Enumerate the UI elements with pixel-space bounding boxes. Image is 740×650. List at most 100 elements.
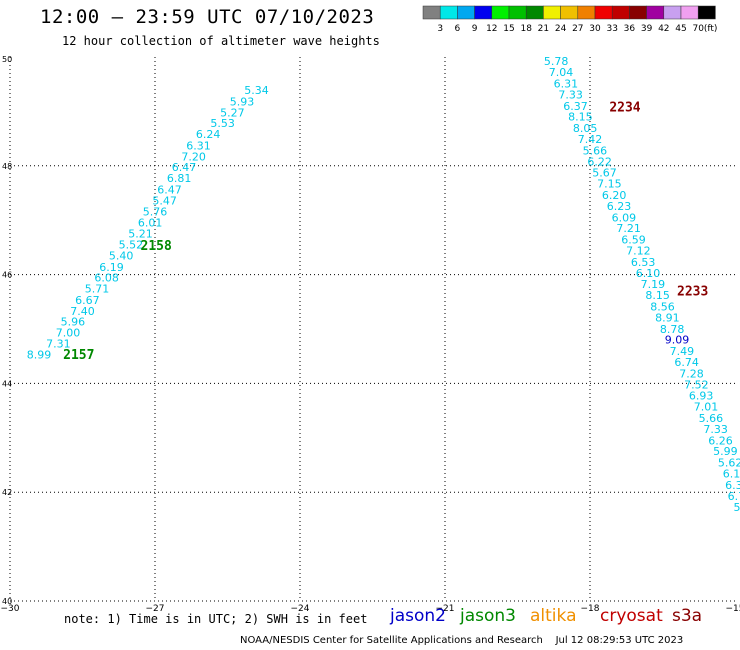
- y-tick-label: 40: [2, 597, 12, 606]
- colorbar-swatch: [422, 5, 441, 20]
- wave-height-value: 8.15: [568, 111, 593, 124]
- colorbar-swatch: [560, 5, 579, 20]
- colorbar-swatch: [543, 5, 561, 20]
- wave-height-value: 6.10: [636, 267, 661, 280]
- y-tick-label: 48: [2, 162, 12, 171]
- wave-height-value: 7.15: [597, 178, 622, 191]
- wave-height-value: 6.47: [157, 184, 182, 197]
- colorbar-swatch: [697, 5, 716, 20]
- colorbar-label: 12: [486, 24, 497, 34]
- wave-height-value: 5.96: [61, 316, 86, 329]
- colorbar-label: 33: [606, 24, 617, 34]
- wave-height-value: 5.21: [128, 228, 153, 241]
- wave-height-value: 5.52: [119, 238, 144, 251]
- wave-height-value: 7.33: [558, 88, 583, 101]
- colorbar-label: 18: [520, 24, 532, 34]
- colorbar-label: 36: [624, 24, 636, 34]
- wave-height-value: 6.01: [138, 217, 163, 230]
- wave-height-value: 6.19: [99, 261, 124, 274]
- chart-grid: [9, 57, 735, 602]
- x-tick-label: −30: [1, 604, 20, 614]
- wave-height-value: 6.23: [607, 200, 632, 213]
- colorbar-swatch: [629, 5, 647, 20]
- wave-height-value: 6.26: [708, 434, 733, 447]
- colorbar-unit: (ft): [704, 24, 718, 34]
- colorbar-swatch: [474, 5, 493, 20]
- y-tick-label: 50: [2, 55, 12, 64]
- footer-credit: NOAA/NESDIS Center for Satellite Applica…: [240, 635, 684, 646]
- y-tick-label: 44: [2, 379, 12, 388]
- wave-height-value: 6.22: [587, 155, 612, 168]
- wave-height-value: 5.53: [210, 117, 235, 130]
- wave-height-value: 6.18: [723, 468, 740, 481]
- colorbar-swatch: [646, 5, 665, 20]
- wave-height-value: 5.40: [109, 249, 134, 262]
- pass-time-label: 2158: [141, 239, 172, 254]
- pass-time-label: 2233: [677, 284, 708, 299]
- wave-height-value: 7.33: [703, 423, 728, 436]
- satellite-name-altika: altika: [530, 606, 577, 626]
- wave-height-value: 8.99: [27, 348, 52, 361]
- wave-height-value: 6.08: [94, 272, 119, 285]
- wave-height-value: 5.27: [220, 106, 245, 119]
- colorbar-swatch: [663, 5, 682, 20]
- note-text: note: 1) Time is in UTC; 2) SWH is in fe…: [64, 612, 368, 626]
- pass-time-label: 2157: [63, 348, 94, 363]
- satellite-name-s3a: s3a: [672, 606, 703, 626]
- wave-height-value: 6.81: [167, 172, 192, 185]
- colorbar-label: 6: [455, 24, 461, 34]
- wave-height-value: 7.19: [641, 278, 666, 291]
- colorbar-label: 30: [589, 24, 601, 34]
- wave-height-value: 7.28: [679, 367, 704, 380]
- wave-height-value: 8.56: [650, 301, 675, 314]
- wave-height-value: 5.62: [718, 457, 740, 470]
- colorbar-swatch: [680, 5, 699, 20]
- wave-height-value: 6.37: [563, 100, 588, 113]
- wave-height-value: 7.49: [670, 345, 695, 358]
- wave-height-value: 6.31: [554, 77, 579, 90]
- colorbar-label: 27: [572, 24, 583, 34]
- colorbar-label: 3: [437, 24, 443, 34]
- colorbar-swatch: [508, 5, 527, 20]
- data-points: 8.997.317.005.967.406.675.716.086.195.40…: [27, 55, 740, 525]
- colorbar-swatch: [491, 5, 510, 20]
- colorbar-swatch: [457, 5, 475, 20]
- x-tick-label: −24: [291, 604, 310, 614]
- colorbar-label: 45: [675, 24, 686, 34]
- x-tick-label: −15: [726, 604, 740, 614]
- wave-height-value: 6.24: [196, 128, 221, 141]
- wave-height-value: 6.71: [728, 490, 740, 503]
- time-labels: 21572158223422332: [63, 100, 708, 363]
- wave-height-value: 5.99: [713, 445, 738, 458]
- wave-height-value: 6.59: [621, 234, 646, 247]
- wave-height-value: 6.93: [689, 390, 714, 403]
- x-tick-label: −21: [436, 604, 455, 614]
- color-scale-bar: 3 6 9 12 15 18 21 24 27 30 33 36 39 42 45 70 (ft): [422, 5, 718, 34]
- colorbar-swatch: [577, 5, 596, 20]
- wave-height-value: 8.05: [573, 122, 598, 135]
- wave-height-value: 6.53: [631, 256, 656, 269]
- colorbar-label: 24: [555, 24, 567, 34]
- wave-height-value: 8.91: [655, 311, 680, 324]
- axis-ticks: −30 −27 −24 −21 −18 −15 40 42 44 46 48 50: [1, 55, 740, 614]
- colorbar-swatch: [594, 5, 613, 20]
- wave-height-value: 5.67: [592, 167, 617, 180]
- wave-height-value: 7.04: [549, 66, 574, 79]
- wave-height-value: 5.66: [583, 144, 608, 157]
- wave-height-value: 6.20: [602, 189, 627, 202]
- satellite-name-cryosat: cryosat: [600, 606, 663, 626]
- wave-height-value: 7.21: [616, 222, 641, 235]
- satellite-name-jason2: jason2: [390, 606, 446, 626]
- wave-height-value: 9.09: [665, 334, 690, 347]
- wave-height-value: 7.20: [181, 150, 206, 163]
- colorbar-swatch: [525, 5, 544, 20]
- wave-height-value: 8.15: [645, 289, 670, 302]
- wave-height-value: 5.76: [143, 205, 168, 218]
- page-title: 12:00 – 23:59 UTC 07/10/2023: [40, 6, 375, 28]
- wave-height-value: 5.71: [85, 283, 110, 296]
- wave-height-value: 7.42: [578, 133, 603, 146]
- pass-time-label: 2234: [609, 100, 640, 115]
- wave-height-value: 5.34: [244, 84, 269, 97]
- wave-height-value: 8.78: [660, 323, 685, 336]
- colorbar-swatch: [439, 5, 458, 20]
